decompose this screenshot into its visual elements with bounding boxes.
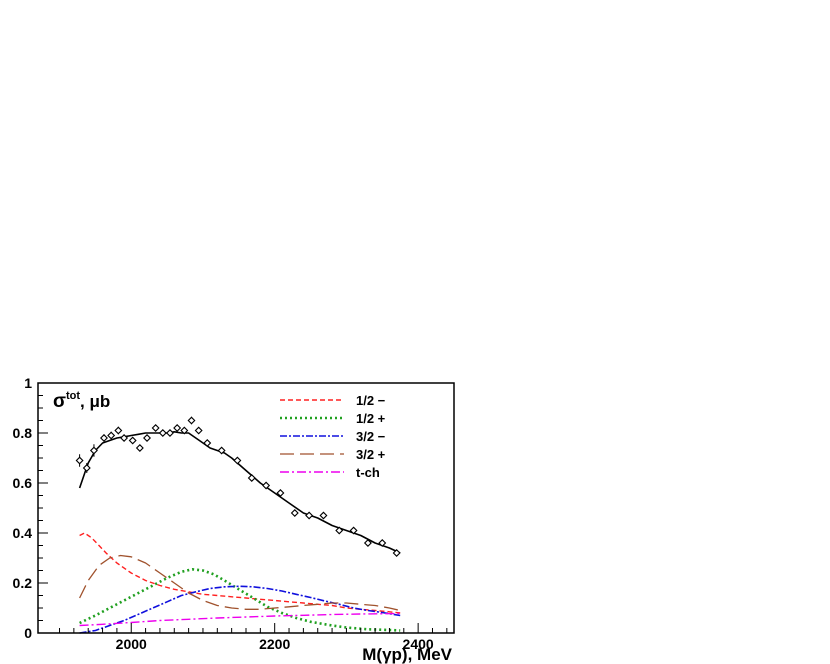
data-point xyxy=(114,426,123,435)
x-tick-label: 2200 xyxy=(259,636,290,652)
series-line-3-2 xyxy=(79,585,401,634)
data-point xyxy=(158,429,167,437)
y-tick-label: 0.6 xyxy=(13,475,33,491)
legend-label: 3/2 + xyxy=(356,447,386,462)
y-tick-label: 0.2 xyxy=(13,575,33,591)
legend-label: 3/2 − xyxy=(356,429,386,444)
x-tick-label: 2000 xyxy=(116,636,147,652)
data-point xyxy=(262,481,271,490)
series-line-1-2 xyxy=(79,532,401,614)
data-point xyxy=(107,431,116,440)
y-tick-label: 1 xyxy=(24,375,32,391)
data-point xyxy=(349,526,358,535)
legend-label: t-ch xyxy=(356,465,380,480)
data-point xyxy=(128,436,137,445)
data-point xyxy=(89,446,98,455)
y-axis-title: σtot, μb xyxy=(53,390,110,412)
data-point xyxy=(187,416,196,425)
data-point xyxy=(135,444,144,452)
data-point xyxy=(143,434,151,442)
data-point xyxy=(100,434,108,442)
data-point xyxy=(217,446,226,455)
plot-data-layer xyxy=(75,416,401,634)
data-point xyxy=(305,511,314,520)
legend-label: 1/2 + xyxy=(356,411,386,426)
series-line-3-2 xyxy=(79,554,401,612)
data-point xyxy=(247,474,256,482)
y-axis-unit: , μb xyxy=(80,392,110,411)
data-point xyxy=(276,489,285,497)
y-axis-symbol: σ xyxy=(53,391,66,412)
data-point xyxy=(290,509,299,517)
x-axis-title: M(γp), MeV xyxy=(362,645,452,664)
data-point xyxy=(120,434,129,442)
series-line-1-2 xyxy=(79,567,401,632)
plot-frame xyxy=(37,382,455,634)
data-point xyxy=(203,439,212,447)
data-point xyxy=(319,511,328,520)
total-fit-line xyxy=(78,430,401,554)
data-point xyxy=(180,426,189,435)
legend-label: 1/2 − xyxy=(356,393,386,408)
y-tick-label: 0 xyxy=(24,625,32,641)
legend: 1/2 − 1/2 + 3/2 − 3/2 + t-ch xyxy=(280,393,386,480)
axes-layer: 0 0.2 0.4 0.6 0.8 1 2000 2200 2400 xyxy=(13,375,448,652)
data-point xyxy=(392,549,401,557)
series-line-t-ch xyxy=(79,612,401,627)
data-point xyxy=(363,539,372,547)
data-point xyxy=(75,456,84,465)
data-point xyxy=(335,526,344,535)
y-axis-superscript: tot xyxy=(66,390,80,402)
data-point xyxy=(151,424,160,432)
x-tick-label: 2400 xyxy=(403,636,434,652)
data-point xyxy=(173,424,182,432)
data-point xyxy=(82,464,91,472)
y-tick-label: 0.4 xyxy=(13,525,33,541)
data-point xyxy=(194,426,203,435)
data-point xyxy=(165,429,174,437)
data-point xyxy=(378,539,387,547)
data-point xyxy=(233,456,242,465)
y-tick-label: 0.8 xyxy=(13,425,33,441)
